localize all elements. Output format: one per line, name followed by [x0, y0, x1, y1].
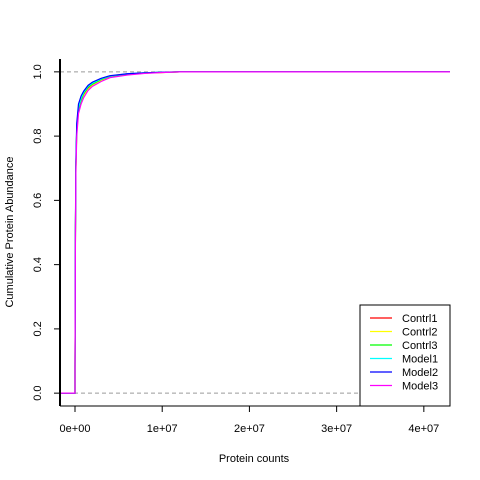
y-tick-label: 0.4	[32, 257, 44, 272]
legend-label: Model3	[402, 381, 438, 393]
y-tick-label: 0.6	[32, 193, 44, 208]
legend-label: Model2	[402, 367, 438, 379]
y-tick-label: 0.0	[32, 385, 44, 400]
x-tick-label: 1e+07	[147, 423, 178, 435]
legend-label: Contrl2	[402, 327, 437, 339]
axes: 0e+00 1e+07 2e+07 3e+07 4e+07 0.0 0.2 0.4 0.6 0.8…	[32, 59, 450, 435]
x-axis-label: Protein counts	[219, 453, 290, 465]
y-tick-label: 0.8	[32, 128, 44, 143]
legend-label: Model1	[402, 354, 438, 366]
x-tick-label: 4e+07	[408, 423, 439, 435]
x-tick-label: 3e+07	[321, 423, 352, 435]
y-axis-label: Cumulative Protein Abundance	[4, 156, 16, 307]
legend-box	[359, 304, 451, 407]
y-tick-label: 1.0	[32, 64, 44, 79]
x-tick-label: 0e+00	[60, 423, 91, 435]
series-lines	[60, 71, 450, 394]
x-tick-label: 2e+07	[234, 423, 265, 435]
legend-label: Contrl1	[402, 313, 437, 325]
series-line-model3	[60, 71, 450, 394]
legend-label: Contrl3	[402, 340, 437, 352]
y-tick-label: 0.2	[32, 321, 44, 336]
